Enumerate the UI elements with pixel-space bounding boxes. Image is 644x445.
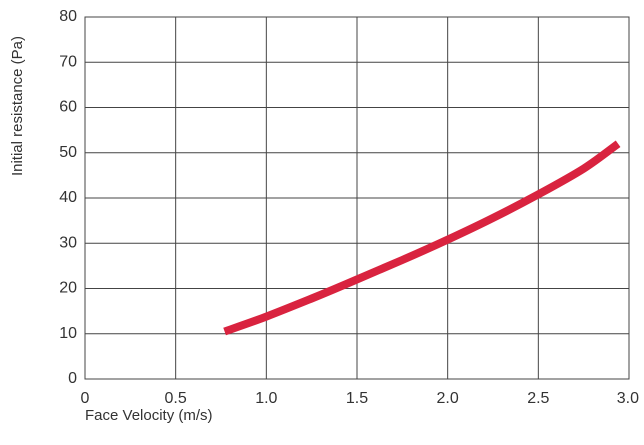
- y-axis-ticks: 0 10 20 30 40 50 60 70 80: [59, 8, 77, 387]
- y-tick-label: 80: [59, 8, 77, 25]
- series-line: [223, 140, 621, 336]
- y-tick-label: 0: [68, 370, 77, 387]
- y-tick-label: 30: [59, 234, 77, 251]
- series-layer: [223, 140, 621, 336]
- x-tick-label: 1.0: [255, 390, 277, 407]
- x-axis-title: Face Velocity (m/s): [85, 407, 213, 424]
- x-tick-label: 1.5: [346, 390, 368, 407]
- y-tick-label: 10: [59, 325, 77, 342]
- x-tick-label: 2.5: [527, 390, 549, 407]
- y-tick-label: 70: [59, 53, 77, 70]
- x-tick-label: 0.5: [165, 390, 187, 407]
- plot-frame: [84, 16, 630, 380]
- x-axis-ticks: 0 0.5 1.0 1.5 2.0 2.5 3.0: [81, 390, 640, 407]
- x-tick-label: 3.0: [617, 390, 639, 407]
- y-axis-title: Initial resistance (Pa): [9, 36, 26, 176]
- x-tick-label: 0: [81, 390, 90, 407]
- y-tick-label: 40: [59, 189, 77, 206]
- y-tick-label: 50: [59, 144, 77, 161]
- grid: [84, 16, 630, 380]
- plot-border: [84, 16, 630, 380]
- y-tick-label: 60: [59, 99, 77, 116]
- y-tick-label: 20: [59, 280, 77, 297]
- x-tick-label: 2.0: [437, 390, 459, 407]
